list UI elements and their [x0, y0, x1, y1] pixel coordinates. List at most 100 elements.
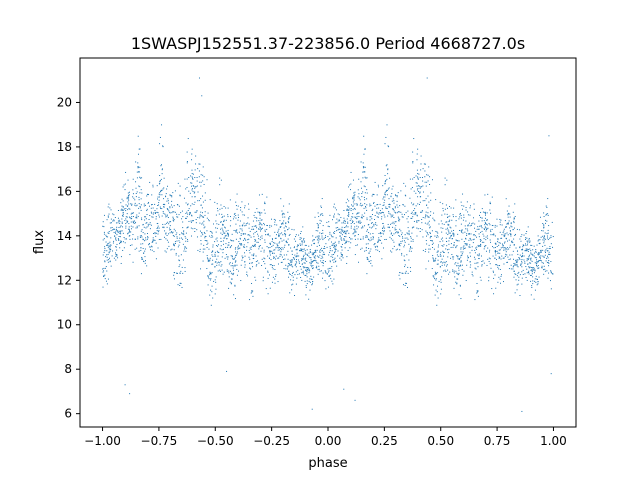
data-point	[136, 214, 138, 216]
data-point	[326, 221, 328, 223]
data-point	[108, 242, 110, 244]
data-point	[368, 260, 370, 262]
data-point	[350, 218, 352, 220]
data-point	[395, 195, 397, 197]
data-point	[499, 249, 501, 251]
data-point	[242, 233, 244, 235]
data-point	[447, 207, 449, 209]
data-point	[426, 174, 428, 176]
data-point	[453, 234, 455, 236]
data-point	[318, 240, 320, 242]
data-point	[254, 245, 256, 247]
data-point	[498, 257, 500, 259]
data-point	[373, 202, 375, 204]
data-point	[237, 245, 239, 247]
data-point	[526, 258, 528, 260]
data-point	[332, 244, 334, 246]
data-point	[341, 228, 343, 230]
data-point	[505, 253, 507, 255]
data-point	[357, 238, 359, 240]
data-point	[271, 218, 273, 220]
data-point	[276, 243, 278, 245]
data-point	[310, 259, 312, 261]
data-point	[394, 211, 396, 213]
data-point	[246, 249, 248, 251]
data-point	[303, 241, 305, 243]
data-point	[212, 251, 214, 253]
data-point	[138, 199, 140, 201]
data-point	[507, 222, 509, 224]
data-point	[476, 236, 478, 238]
data-point	[355, 231, 357, 233]
data-point	[521, 254, 523, 256]
data-point	[145, 222, 147, 224]
data-point	[484, 211, 486, 213]
data-point	[379, 203, 381, 205]
data-point	[496, 250, 498, 252]
data-point	[163, 206, 165, 208]
data-point	[198, 176, 200, 178]
data-point	[269, 224, 271, 226]
data-point	[310, 278, 312, 280]
data-point	[425, 185, 427, 187]
data-point	[373, 194, 375, 196]
data-point	[182, 238, 184, 240]
data-point	[107, 232, 109, 234]
data-point	[459, 264, 461, 266]
data-point	[401, 236, 403, 238]
data-point	[500, 219, 502, 221]
data-point	[168, 202, 170, 204]
data-point	[521, 234, 523, 236]
data-point	[312, 283, 313, 285]
data-point	[349, 237, 351, 238]
data-point	[416, 215, 418, 217]
data-point	[433, 260, 435, 262]
data-point	[424, 200, 426, 202]
data-point	[542, 255, 544, 257]
data-point	[191, 153, 193, 155]
data-point	[481, 265, 483, 267]
data-point	[343, 388, 345, 390]
data-point	[351, 238, 353, 240]
data-point	[146, 210, 148, 212]
data-point	[296, 255, 298, 257]
data-point	[548, 262, 550, 264]
data-point	[135, 205, 137, 207]
data-point	[127, 232, 129, 234]
data-point	[110, 222, 112, 224]
data-point	[171, 204, 172, 206]
data-point	[354, 231, 356, 233]
data-point	[276, 246, 278, 248]
data-point	[203, 220, 205, 222]
data-point	[195, 222, 197, 224]
data-point	[183, 230, 185, 232]
data-point	[186, 151, 188, 153]
data-point	[114, 235, 116, 237]
data-point	[529, 248, 531, 250]
data-point	[160, 178, 162, 180]
data-point	[384, 182, 386, 184]
data-point	[475, 248, 477, 250]
data-point	[106, 250, 108, 252]
data-point	[298, 259, 300, 261]
data-point	[492, 255, 494, 257]
data-point	[139, 176, 141, 178]
data-point	[368, 238, 370, 240]
data-point	[428, 244, 430, 246]
data-point	[469, 237, 471, 239]
data-point	[115, 246, 117, 248]
data-point	[183, 234, 185, 236]
data-point	[309, 289, 311, 291]
data-point	[441, 214, 443, 216]
data-point	[458, 265, 460, 267]
data-point	[331, 270, 333, 272]
data-point	[255, 225, 257, 227]
data-point	[173, 220, 175, 222]
data-point	[175, 252, 177, 254]
data-point	[527, 250, 529, 252]
data-point	[207, 259, 209, 261]
data-point	[241, 228, 243, 230]
data-point	[460, 261, 462, 263]
data-point	[485, 230, 487, 232]
